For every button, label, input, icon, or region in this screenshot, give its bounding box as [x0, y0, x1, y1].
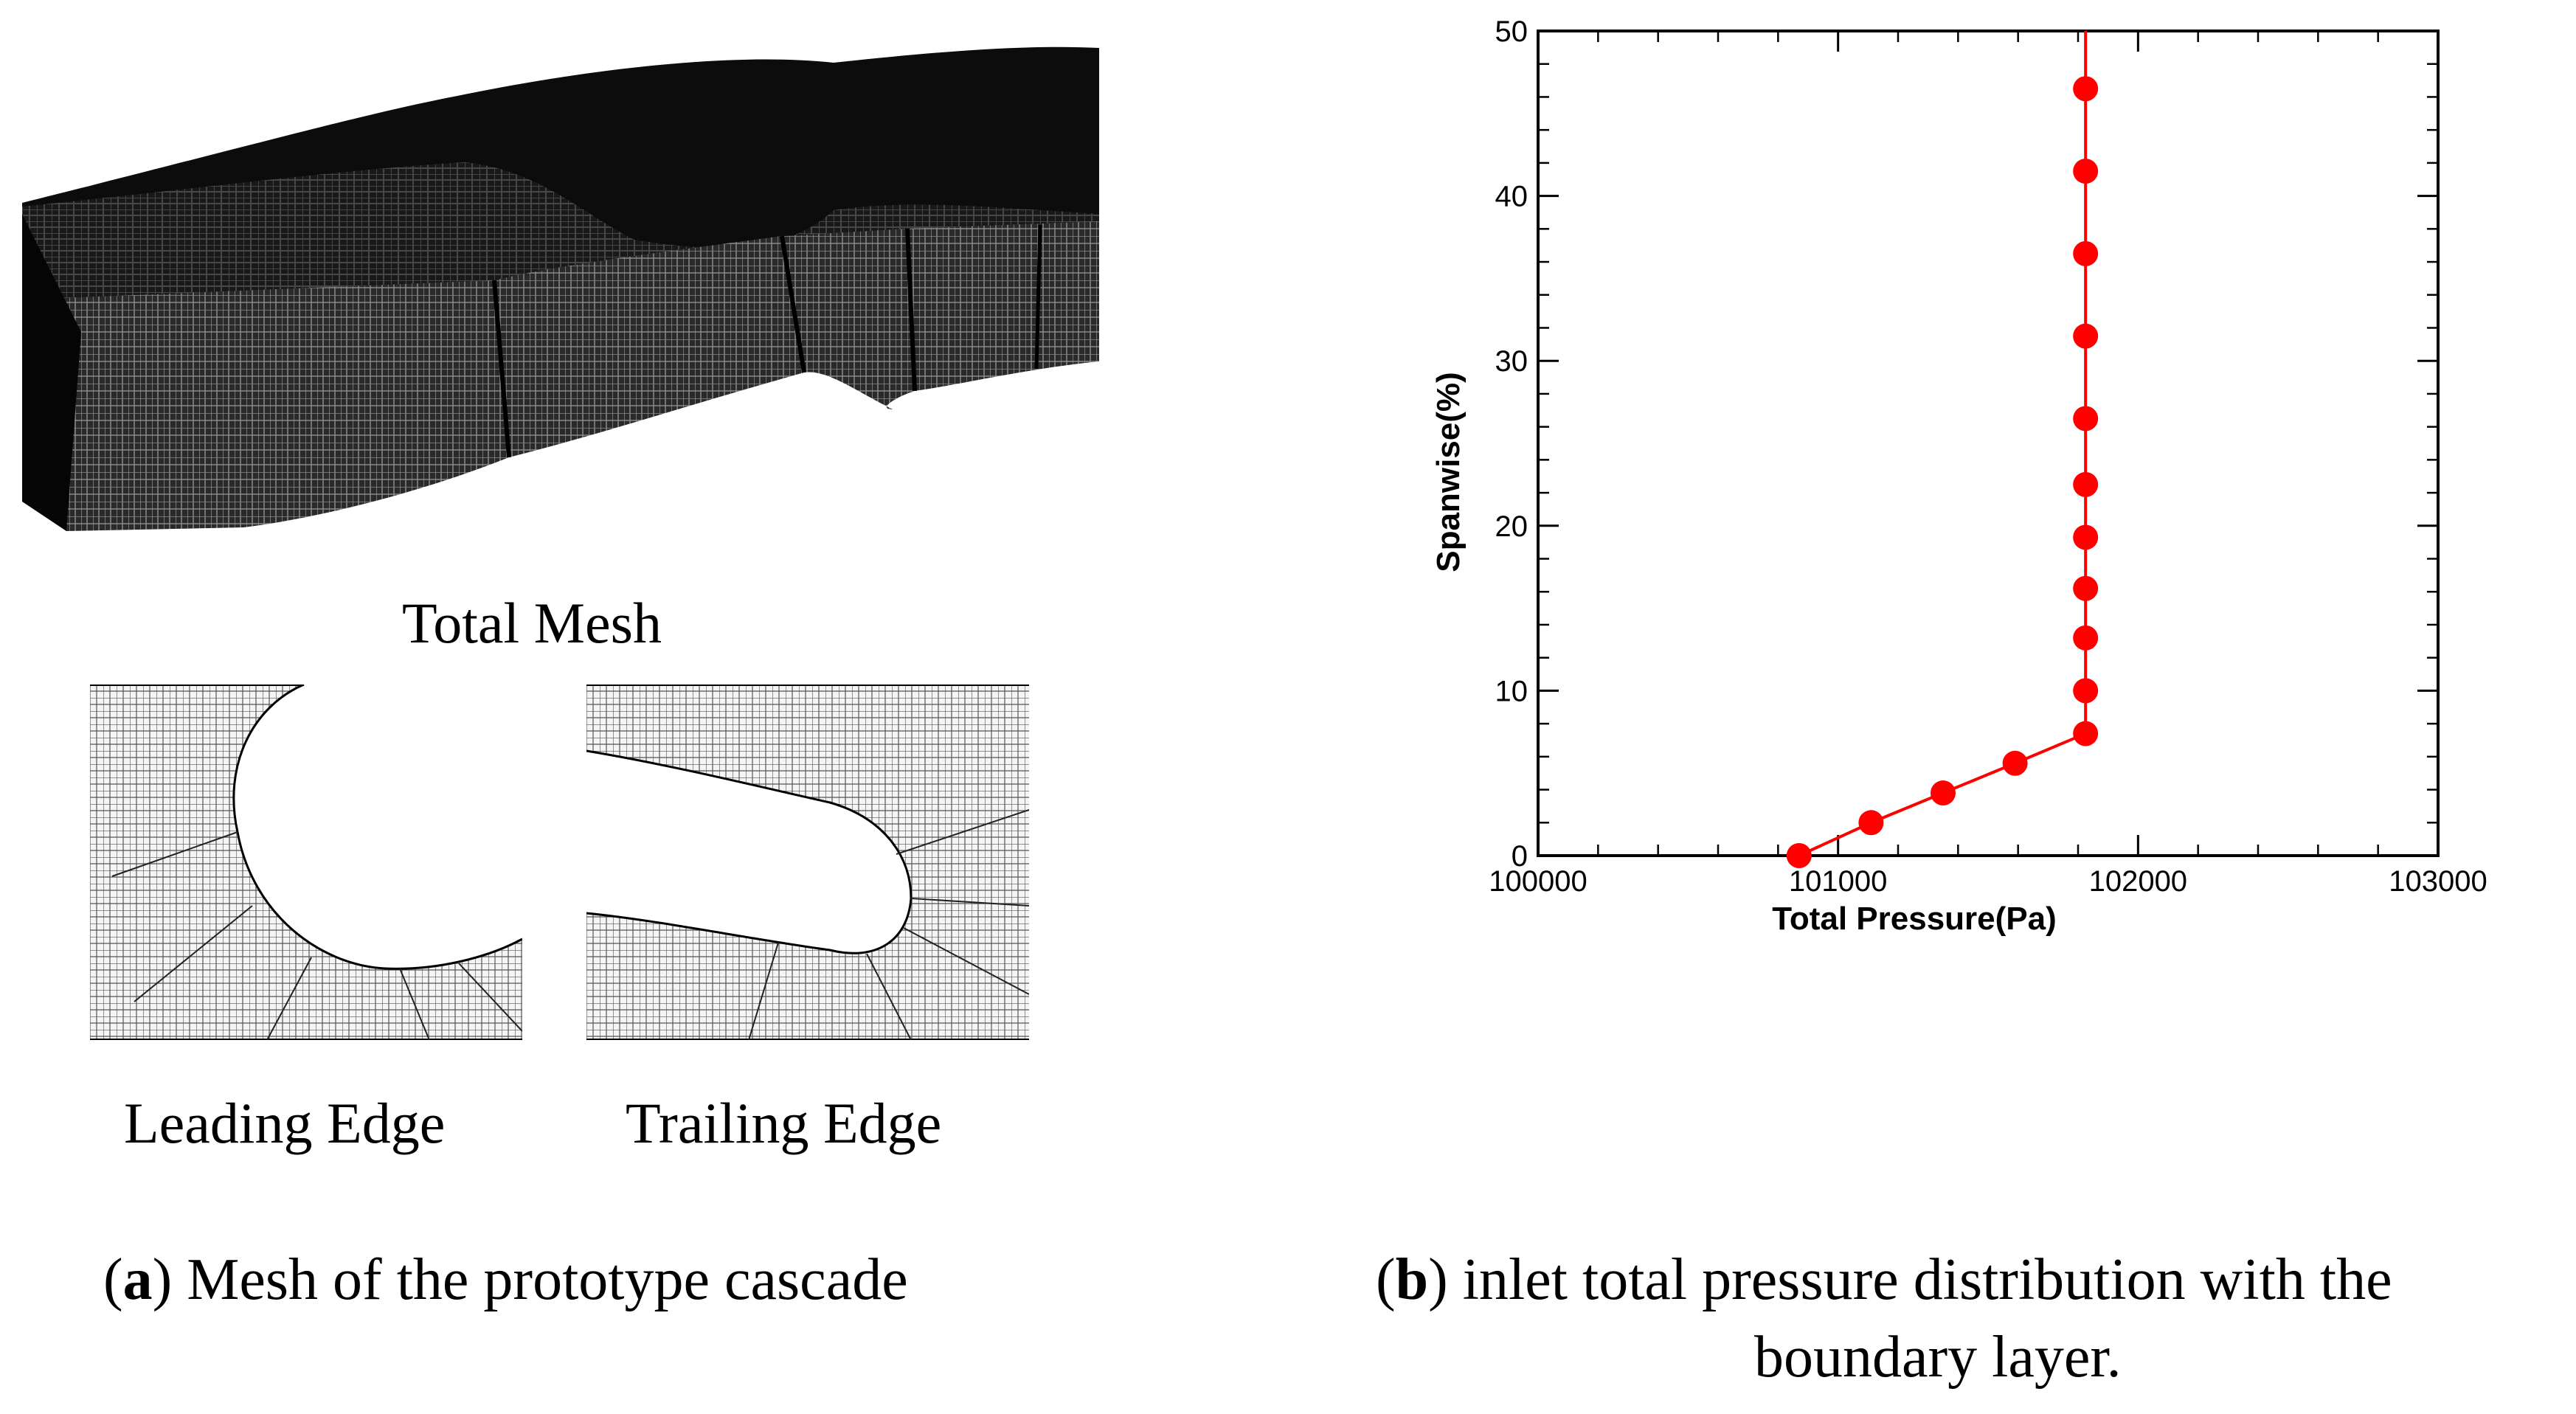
panel-a-caption: (a) Mesh of the prototype cascade	[103, 1247, 908, 1312]
data-point	[2073, 524, 2099, 550]
x-tick-label: 103000	[2389, 865, 2487, 898]
data-point	[2073, 575, 2099, 601]
y-tick-label: 40	[1495, 181, 1528, 213]
pressure-chart: 100000 101000 102000 103000 0 10 20 30 40 50 Tota…	[1430, 15, 2487, 937]
data-point	[2073, 678, 2099, 704]
leading-edge-mesh-image	[90, 685, 522, 1040]
y-tick-label: 30	[1495, 345, 1528, 378]
data-point	[2073, 625, 2099, 651]
total-mesh-image	[22, 46, 1099, 531]
y-tick-label: 20	[1495, 510, 1528, 543]
panel-b-caption-line1: (b) inlet total pressure distribution wi…	[1376, 1247, 2392, 1312]
total-mesh-label: Total Mesh	[402, 591, 662, 655]
x-axis-label: Total Pressure(Pa)	[1772, 901, 2057, 937]
data-point	[2073, 76, 2099, 102]
panel-b-letter: b	[1395, 1247, 1429, 1312]
panel-b-caption-line2: boundary layer.	[1754, 1325, 2122, 1390]
leading-edge-label: Leading Edge	[124, 1091, 446, 1155]
x-tick-label: 100000	[1489, 865, 1587, 898]
data-point	[2002, 750, 2028, 776]
trailing-edge-label: Trailing Edge	[626, 1091, 942, 1155]
x-tick-label: 101000	[1789, 865, 1887, 898]
data-point	[2073, 471, 2099, 497]
panel-a-letter: a	[122, 1247, 153, 1312]
plot-frame	[1537, 30, 2440, 857]
y-tick-label: 50	[1495, 15, 1528, 48]
y-tick-label: 0	[1512, 840, 1528, 873]
data-point	[1931, 780, 1956, 806]
data-point	[1858, 810, 1884, 836]
trailing-edge-mesh-image	[586, 685, 1029, 1040]
data-point	[2073, 323, 2099, 349]
data-point	[1786, 843, 1812, 868]
data-point	[2073, 406, 2099, 432]
y-axis-label: Spanwise(%)	[1430, 372, 1467, 572]
data-point	[2073, 721, 2099, 746]
panel-b-caption-text: inlet total pressure distribution with t…	[1462, 1247, 2392, 1312]
pressure-line	[1798, 31, 2088, 857]
y-tick-label: 10	[1495, 675, 1528, 707]
x-tick-label: 102000	[2089, 865, 2187, 898]
data-point	[2073, 159, 2099, 184]
panel-a-caption-text: Mesh of the prototype cascade	[187, 1247, 908, 1312]
data-point	[2073, 240, 2099, 266]
